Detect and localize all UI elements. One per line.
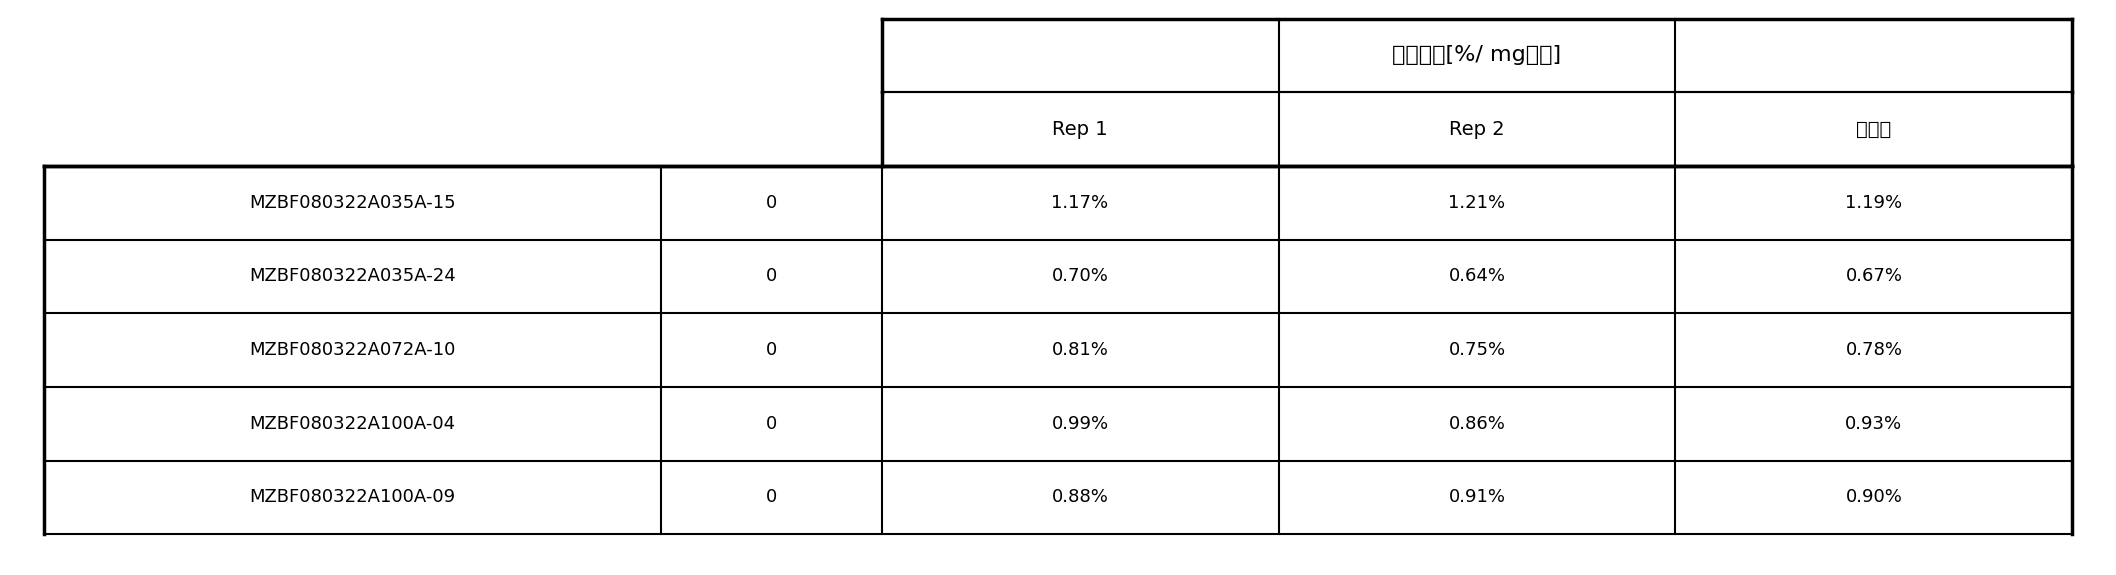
Text: 0: 0 xyxy=(766,415,777,433)
Text: Rep 1: Rep 1 xyxy=(1052,120,1109,139)
Text: MZBF080322A072A-10: MZBF080322A072A-10 xyxy=(250,341,455,359)
Text: 0: 0 xyxy=(766,341,777,359)
Text: 0.86%: 0.86% xyxy=(1449,415,1504,433)
Text: 0: 0 xyxy=(766,489,777,507)
Text: 0.99%: 0.99% xyxy=(1052,415,1109,433)
Text: 0.91%: 0.91% xyxy=(1449,489,1504,507)
Text: 平均值: 平均值 xyxy=(1856,120,1892,139)
Text: MZBF080322A100A-04: MZBF080322A100A-04 xyxy=(250,415,455,433)
Text: 0.75%: 0.75% xyxy=(1449,341,1504,359)
Text: 0.70%: 0.70% xyxy=(1052,267,1109,285)
Text: 0.64%: 0.64% xyxy=(1449,267,1504,285)
Text: 1.21%: 1.21% xyxy=(1449,194,1504,212)
Text: 0.67%: 0.67% xyxy=(1845,267,1902,285)
Text: 淠粉含量[%/ mg千重]: 淠粉含量[%/ mg千重] xyxy=(1392,45,1562,66)
Text: Rep 2: Rep 2 xyxy=(1449,120,1504,139)
Text: 0: 0 xyxy=(766,267,777,285)
Text: 0.93%: 0.93% xyxy=(1845,415,1902,433)
Text: 0.81%: 0.81% xyxy=(1052,341,1109,359)
Text: 0.88%: 0.88% xyxy=(1052,489,1109,507)
Text: MZBF080322A035A-24: MZBF080322A035A-24 xyxy=(250,267,455,285)
Text: 1.19%: 1.19% xyxy=(1845,194,1902,212)
Text: MZBF080322A035A-15: MZBF080322A035A-15 xyxy=(250,194,455,212)
Text: 0.78%: 0.78% xyxy=(1845,341,1902,359)
Text: 1.17%: 1.17% xyxy=(1052,194,1109,212)
Text: 0.90%: 0.90% xyxy=(1845,489,1902,507)
Text: 0: 0 xyxy=(766,194,777,212)
Text: MZBF080322A100A-09: MZBF080322A100A-09 xyxy=(250,489,455,507)
